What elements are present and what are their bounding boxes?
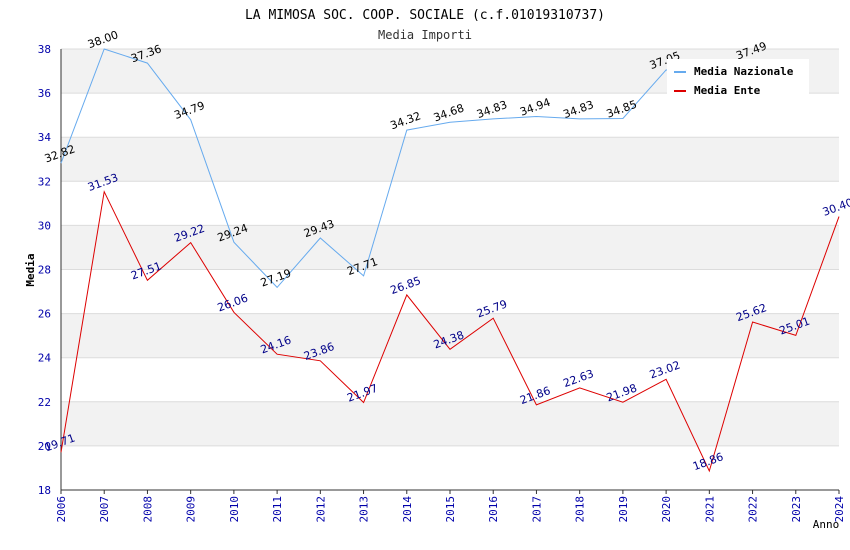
axes [60,49,840,494]
legend: Media Nazionale Media Ente [667,59,809,99]
data-label: 34.32 [389,109,423,132]
data-label: 34.85 [605,98,639,121]
x-tick-label: 2015 [444,496,457,523]
x-axis-label: Anno [813,518,840,531]
data-label: 34.94 [518,96,552,119]
data-label: 23.02 [648,359,682,382]
plot-bands [61,49,839,446]
legend-label-media-ente: Media Ente [694,84,761,97]
y-tick-label: 32 [38,175,51,188]
data-label: 34.83 [561,98,595,121]
y-tick-label: 38 [38,43,51,56]
chart-subtitle: Media Importi [378,28,472,42]
data-label: 22.63 [561,367,595,390]
x-tick-label: 2017 [530,496,543,523]
y-tick-label: 34 [38,131,52,144]
plot-band [61,313,839,358]
y-tick-label: 22 [38,396,51,409]
y-axis-label: Media [24,253,37,286]
x-tick-label: 2007 [98,496,111,523]
data-label: 21.98 [605,381,639,404]
grid-lines [61,48,839,491]
x-tick-label: 2021 [703,496,716,523]
x-tick-label: 2013 [358,496,371,523]
plot-band [61,225,839,270]
y-tick-label: 28 [38,264,51,277]
x-tick-label: 2019 [617,496,630,523]
x-tick-label: 2016 [487,496,500,523]
plot-band [61,137,839,182]
data-label: 38.00 [86,28,120,51]
x-tick-label: 2018 [574,496,587,523]
series-line-media-ente [60,190,840,473]
y-tick-label: 20 [38,440,51,453]
x-tick-label: 2006 [55,496,68,523]
x-tick-label: 2012 [314,496,327,523]
series-lines [60,48,840,473]
y-tick-label: 24 [38,352,52,365]
plot-band [61,401,839,446]
x-tick-label: 2024 [833,496,846,523]
legend-background [667,59,809,99]
chart-title: LA MIMOSA SOC. COOP. SOCIALE (c.f.010193… [245,8,605,23]
y-tick-label: 30 [38,219,51,232]
x-tick-label: 2010 [228,496,241,523]
data-label: 34.83 [475,98,509,121]
x-tick-label: 2014 [401,496,414,523]
y-tick-label: 36 [38,87,51,100]
x-tick-label: 2008 [141,496,154,523]
y-tick-label: 26 [38,308,51,321]
x-tick-label: 2009 [185,496,198,523]
legend-label-media-nazionale: Media Nazionale [694,65,794,78]
x-tick-label: 2011 [271,496,284,523]
series-line-media-nazionale [60,48,753,289]
data-label: 26.85 [389,274,423,297]
data-label: 30.40 [821,196,850,219]
x-tick-label: 2020 [660,496,673,523]
x-tick-label: 2022 [747,496,760,523]
y-tick-label: 18 [38,484,51,497]
x-tick-label: 2023 [790,496,803,523]
data-label: 18.86 [691,450,725,473]
